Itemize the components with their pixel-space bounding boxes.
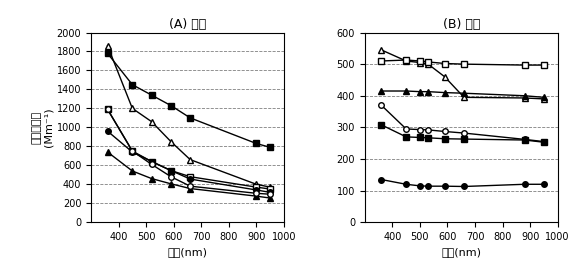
- Y-axis label: 빛산란계수
(Mm⁻¹): 빛산란계수 (Mm⁻¹): [31, 108, 54, 147]
- X-axis label: 파장(nm): 파장(nm): [441, 247, 481, 257]
- Title: (A) 박무: (A) 박무: [169, 18, 206, 31]
- Title: (B) 황사: (B) 황사: [443, 18, 480, 31]
- X-axis label: 파장(nm): 파장(nm): [167, 247, 208, 257]
